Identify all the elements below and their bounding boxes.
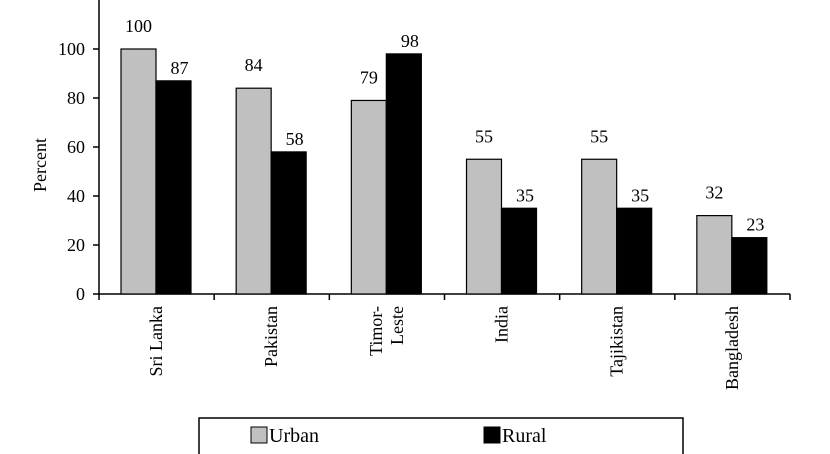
category-label: Tajikistan xyxy=(607,306,627,377)
category-label: Bangladesh xyxy=(722,306,742,390)
data-label: 84 xyxy=(245,55,263,75)
y-tick-label: 0 xyxy=(76,284,85,304)
bar-rural xyxy=(616,207,653,295)
category-label: India xyxy=(492,306,512,343)
category-label-line: India xyxy=(492,306,512,343)
category-label-line: Timor- xyxy=(366,306,386,356)
category-label-line: Sri Lanka xyxy=(146,306,166,376)
bar-urban xyxy=(120,48,157,295)
category-label: Pakistan xyxy=(261,306,281,367)
x-axis xyxy=(98,293,791,300)
category-label: Sri Lanka xyxy=(146,306,166,376)
y-axis-title: Percent xyxy=(30,138,50,192)
bar-urban xyxy=(696,215,733,295)
legend-swatch-rural xyxy=(483,426,501,444)
legend-swatch-urban xyxy=(250,426,268,444)
bar-rural xyxy=(731,237,768,295)
data-label: 55 xyxy=(475,126,493,146)
category-label-line: Bangladesh xyxy=(722,306,742,390)
data-label: 23 xyxy=(746,215,764,235)
legend: Urban Rural xyxy=(198,417,684,454)
bar-urban xyxy=(350,99,387,295)
y-tick-label: 80 xyxy=(67,88,85,108)
bar-rural xyxy=(270,151,307,295)
data-label: 35 xyxy=(516,185,534,205)
category-label-line: Tajikistan xyxy=(607,306,627,377)
data-label: 58 xyxy=(286,129,304,149)
data-label: 32 xyxy=(705,183,723,203)
data-label: 55 xyxy=(590,126,608,146)
y-tick-label: 60 xyxy=(67,137,85,157)
y-tick-label: 40 xyxy=(67,186,85,206)
y-tick-label: 100 xyxy=(58,39,85,59)
data-label: 87 xyxy=(171,58,189,78)
y-axis: 0 20 40 60 80 100 xyxy=(58,0,100,304)
bar-urban xyxy=(465,158,503,295)
data-labels: 100 87 84 58 79 98 55 35 55 35 32 23 xyxy=(125,16,764,235)
data-label: 79 xyxy=(360,67,378,87)
data-label: 98 xyxy=(401,31,419,51)
category-label-line: Leste xyxy=(387,306,407,345)
category-label-line: Pakistan xyxy=(261,306,281,367)
bar-urban xyxy=(581,158,618,295)
legend-label-urban: Urban xyxy=(269,425,319,447)
bar-rural xyxy=(385,53,422,295)
y-tick-label: 20 xyxy=(67,235,85,255)
bar-rural xyxy=(500,207,538,295)
bars xyxy=(120,48,768,295)
bar-rural xyxy=(155,80,192,295)
bar-urban xyxy=(235,87,272,295)
legend-label-rural: Rural xyxy=(502,425,547,447)
category-labels: Sri Lanka Pakistan Timor-Leste India Tajikis… xyxy=(146,306,742,390)
category-label: Timor-Leste xyxy=(366,306,407,356)
data-label: 100 xyxy=(125,16,152,36)
legend-box xyxy=(198,417,684,454)
data-label: 35 xyxy=(631,185,649,205)
